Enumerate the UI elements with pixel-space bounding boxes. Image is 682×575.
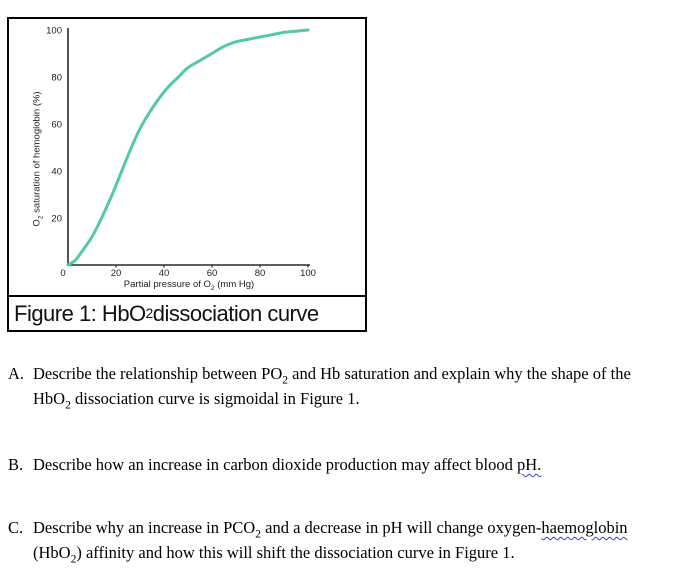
question-a: A. Describe the relationship between PO2… (7, 361, 671, 411)
y-tick-label: 40 (51, 167, 62, 178)
subscript-text: 2 (65, 399, 71, 412)
x-tick-label: 60 (207, 268, 218, 279)
question-b: B. Describe how an increase in carbon di… (7, 452, 671, 477)
hbo2-curve-path (66, 28, 310, 267)
spellcheck-flagged-word: haemoglobin (541, 518, 628, 537)
question-c-text: Describe why an increase in PCO2 and a d… (33, 518, 628, 566)
subscript-text: 2 (210, 284, 215, 292)
x-tick-label: 100 (300, 268, 316, 279)
text-segment: saturation of hemoglobin (%) (31, 91, 43, 216)
y-axis-label: O2 saturation of hemoglobin (%) (31, 91, 45, 227)
text-segment: Describe why an increase in PCO (33, 518, 256, 537)
figure-caption: Figure 1: HbO 2 dissociation curve (9, 295, 365, 330)
text-segment: Describe how an increase in carbon dioxi… (33, 455, 517, 474)
question-b-label: B. (8, 455, 24, 474)
y-tick-label: 60 (51, 120, 62, 131)
text-segment: dissociation curve (152, 300, 319, 326)
y-tick-label: 100 (46, 26, 62, 37)
text-segment: ) affinity and how this will shift the d… (76, 543, 515, 562)
y-tick-label: 20 (51, 214, 62, 225)
x-tick-label: 0 (60, 268, 65, 279)
text-segment: O (31, 219, 43, 227)
text-segment: Describe the relationship between PO (33, 364, 283, 383)
spellcheck-flagged-word: pH. (517, 455, 542, 474)
question-a-text: Describe the relationship between PO2 an… (33, 364, 631, 412)
subscript-text: 2 (282, 374, 289, 387)
text-segment: and a decrease in pH will change oxygen- (261, 518, 542, 537)
figure-1-box: 0 20 40 60 80 100 20 40 60 80 100 O2 saturation of… (7, 17, 367, 332)
x-tick-label: 80 (255, 268, 266, 279)
x-tick-label: 40 (159, 268, 170, 279)
question-a-label: A. (8, 364, 25, 383)
x-axis-label: Partial pressure of O2 (mm Hg) (68, 279, 310, 292)
subscript-text: 2 (70, 553, 77, 566)
subscript-text: 2 (255, 528, 262, 541)
question-b-text: Describe how an increase in carbon dioxi… (33, 455, 541, 474)
x-tick-label: 20 (111, 268, 122, 279)
text-segment: (mm Hg) (214, 279, 255, 290)
question-c: C. Describe why an increase in PCO2 and … (7, 515, 671, 565)
subscript-text: 2 (37, 215, 45, 220)
chart-area: 0 20 40 60 80 100 20 40 60 80 100 O2 saturation of… (9, 19, 365, 295)
text-segment: dissociation curve is sigmoidal in Figur… (70, 389, 360, 408)
text-segment: Partial pressure of O (123, 279, 211, 290)
text-segment: Figure 1: HbO (14, 300, 146, 326)
question-c-label: C. (8, 518, 24, 537)
text-segment: and Hb saturation and explain why the sh… (33, 364, 631, 408)
y-tick-label: 80 (51, 73, 62, 84)
text-segment: (HbO (33, 543, 71, 562)
dissociation-curve-chart: 0 20 40 60 80 100 20 40 60 80 100 (46, 26, 316, 280)
